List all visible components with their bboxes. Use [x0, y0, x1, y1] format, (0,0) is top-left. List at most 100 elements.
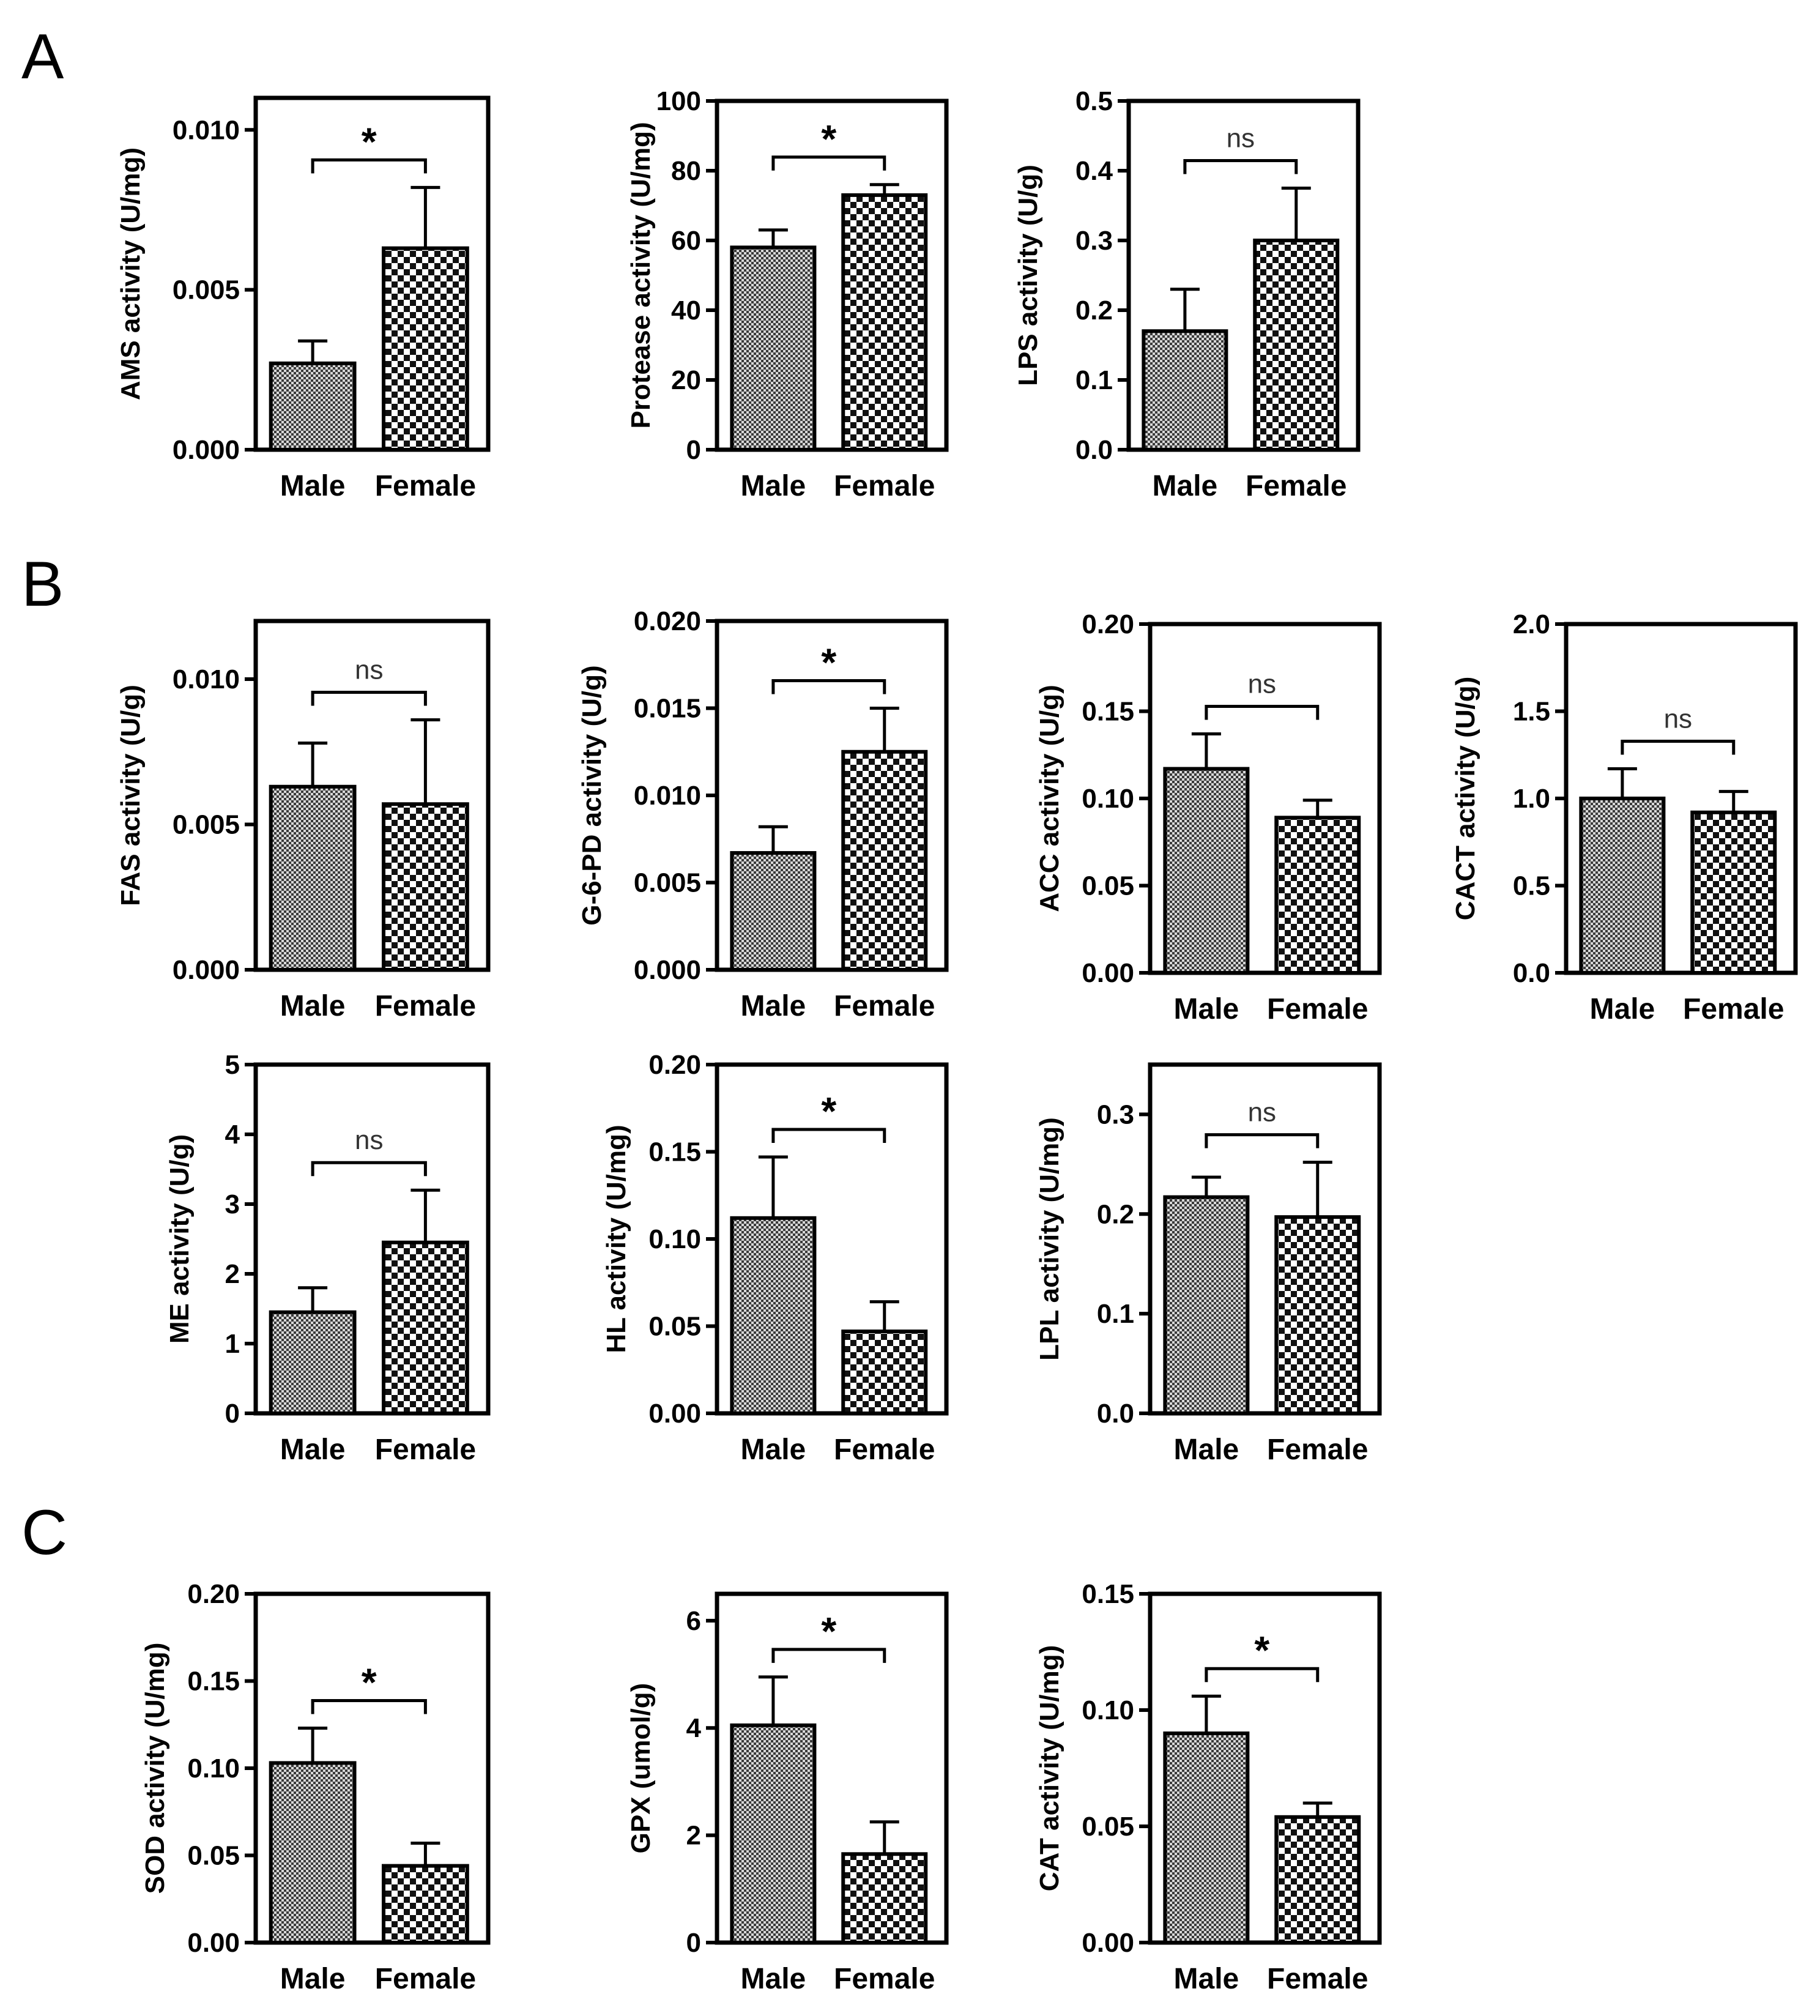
y-tick-label: 0.05 — [648, 1312, 701, 1342]
x-category-label: Female — [1683, 993, 1784, 1025]
y-tick-label: 0.020 — [634, 606, 701, 636]
bar-female — [841, 749, 928, 972]
y-tick-label: 2 — [225, 1259, 240, 1289]
bar-male — [730, 245, 817, 452]
x-category-label: Female — [834, 470, 935, 502]
bar-female — [382, 1864, 469, 1945]
significance-bracket — [311, 691, 427, 706]
significance-label: * — [1254, 1628, 1269, 1672]
y-tick-label: 1.5 — [1513, 697, 1550, 727]
bar-male — [1163, 767, 1250, 975]
y-tick-label: 0.0 — [1097, 1399, 1134, 1429]
y-axis-label: LPL activity (U/mg) — [1034, 1117, 1064, 1361]
x-category-label: Female — [375, 990, 476, 1022]
plot-frame — [253, 1062, 491, 1416]
x-category-label: Female — [834, 1963, 935, 1995]
significance-bracket — [1621, 740, 1736, 755]
x-category-label: Male — [1174, 993, 1239, 1025]
significance-bracket — [1183, 159, 1298, 174]
x-category-label: Male — [741, 470, 806, 502]
bar-female — [841, 1330, 928, 1416]
x-category-label: Female — [1267, 993, 1368, 1025]
x-category-label: Male — [741, 990, 806, 1022]
significance-label: ns — [1227, 124, 1255, 154]
y-axis-label: CAT activity (U/mg) — [1034, 1645, 1064, 1892]
x-category-label: Female — [834, 990, 935, 1022]
y-tick-label: 1 — [225, 1329, 240, 1359]
y-tick-label: 20 — [671, 365, 701, 395]
y-tick-label: 0.0 — [1513, 958, 1550, 988]
y-tick-label: 0.20 — [648, 1050, 701, 1080]
y-tick-label: 3 — [225, 1189, 240, 1219]
y-axis-label: ME activity (U/g) — [165, 1134, 195, 1344]
bar-male — [269, 1310, 357, 1415]
bar-female — [382, 1240, 469, 1415]
y-tick-label: 0.3 — [1075, 226, 1113, 256]
acc-activity-chart: 0.00 0.05 0.10 0.15 0.20 ACC activity (U/g) Ma… — [1034, 609, 1382, 1025]
y-tick-label: 40 — [671, 296, 701, 325]
significance-bracket — [771, 155, 886, 171]
plot-frame — [715, 99, 949, 452]
y-tick-label: 0 — [686, 1928, 701, 1958]
y-tick-label: 0.15 — [1082, 697, 1134, 727]
y-tick-label: 0.005 — [173, 275, 240, 305]
y-axis-label: HL activity (U/mg) — [601, 1125, 631, 1353]
y-tick-label: 0.15 — [1082, 1579, 1134, 1609]
x-category-label: Male — [1153, 470, 1218, 502]
x-category-label: Female — [1267, 1963, 1368, 1995]
x-category-label: Male — [280, 1434, 346, 1466]
significance-bracket — [1205, 705, 1320, 720]
cact-activity-chart: 0.0 0.5 1.0 1.5 2.0 CACT activity (U/g) Male Fe… — [1450, 609, 1798, 1025]
bar-female — [1274, 1215, 1361, 1415]
y-axis-label: SOD activity (U/mg) — [140, 1643, 170, 1894]
y-tick-label: 0.20 — [187, 1579, 240, 1609]
cat-activity-chart: 0.00 0.05 0.10 0.15 CAT activity (U/mg) Male F… — [1034, 1579, 1382, 1995]
x-category-label: Female — [375, 470, 476, 502]
significance-bracket — [1205, 1133, 1320, 1148]
y-tick-label: 0.2 — [1075, 296, 1113, 325]
bar-female — [382, 246, 469, 452]
y-tick-label: 0.05 — [187, 1841, 240, 1871]
y-axis-label: Protease activity (U/mg) — [626, 122, 656, 428]
y-tick-label: 0.005 — [173, 810, 240, 840]
x-category-label: Male — [741, 1963, 806, 1995]
y-tick-label: 0.00 — [1082, 1928, 1134, 1958]
panel-label-a: A — [21, 21, 64, 92]
y-tick-label: 0.1 — [1075, 365, 1113, 395]
y-tick-label: 0.000 — [173, 955, 240, 985]
y-tick-label: 0.00 — [1082, 958, 1134, 988]
significance-bracket — [311, 158, 427, 174]
bar-male — [1142, 329, 1228, 452]
y-tick-label: 0.5 — [1075, 86, 1113, 116]
plot-frame — [1126, 99, 1361, 452]
y-axis-label: G-6-PD activity (U/g) — [577, 665, 607, 925]
y-axis-label: ACC activity (U/g) — [1034, 685, 1064, 912]
bar-female — [841, 193, 928, 452]
significance-bracket — [771, 679, 886, 694]
significance-label: * — [821, 641, 836, 685]
hl-activity-chart: 0.00 0.05 0.10 0.15 0.20 HL activity (U/mg) Ma… — [601, 1050, 949, 1466]
y-tick-label: 60 — [671, 226, 701, 256]
x-category-label: Male — [1174, 1434, 1239, 1466]
y-tick-label: 0.05 — [1082, 871, 1134, 901]
sod-activity-chart: 0.00 0.05 0.10 0.15 0.20 SOD activity (U/mg) M… — [140, 1579, 491, 1995]
significance-bracket — [311, 1698, 427, 1714]
significance-label: * — [821, 1089, 836, 1133]
plot-frame — [715, 1591, 949, 1945]
y-tick-label: 0.4 — [1075, 156, 1113, 186]
y-tick-label: 0.00 — [648, 1399, 701, 1429]
fas-activity-chart: 0.000 0.005 0.010 FAS activity (U/g) Male Fem… — [116, 619, 491, 1022]
x-category-label: Male — [280, 990, 346, 1022]
bar-male — [269, 361, 357, 452]
panel-label-c: C — [21, 1497, 67, 1568]
y-tick-label: 80 — [671, 156, 701, 186]
x-category-label: Female — [375, 1434, 476, 1466]
y-tick-label: 0.00 — [187, 1928, 240, 1958]
significance-label: * — [821, 117, 836, 161]
y-tick-label: 4 — [225, 1120, 240, 1150]
bar-female — [382, 802, 469, 972]
y-tick-label: 0.005 — [634, 868, 701, 898]
y-tick-label: 1.0 — [1513, 784, 1550, 814]
x-category-label: Male — [741, 1434, 806, 1466]
bar-female — [1274, 816, 1361, 975]
